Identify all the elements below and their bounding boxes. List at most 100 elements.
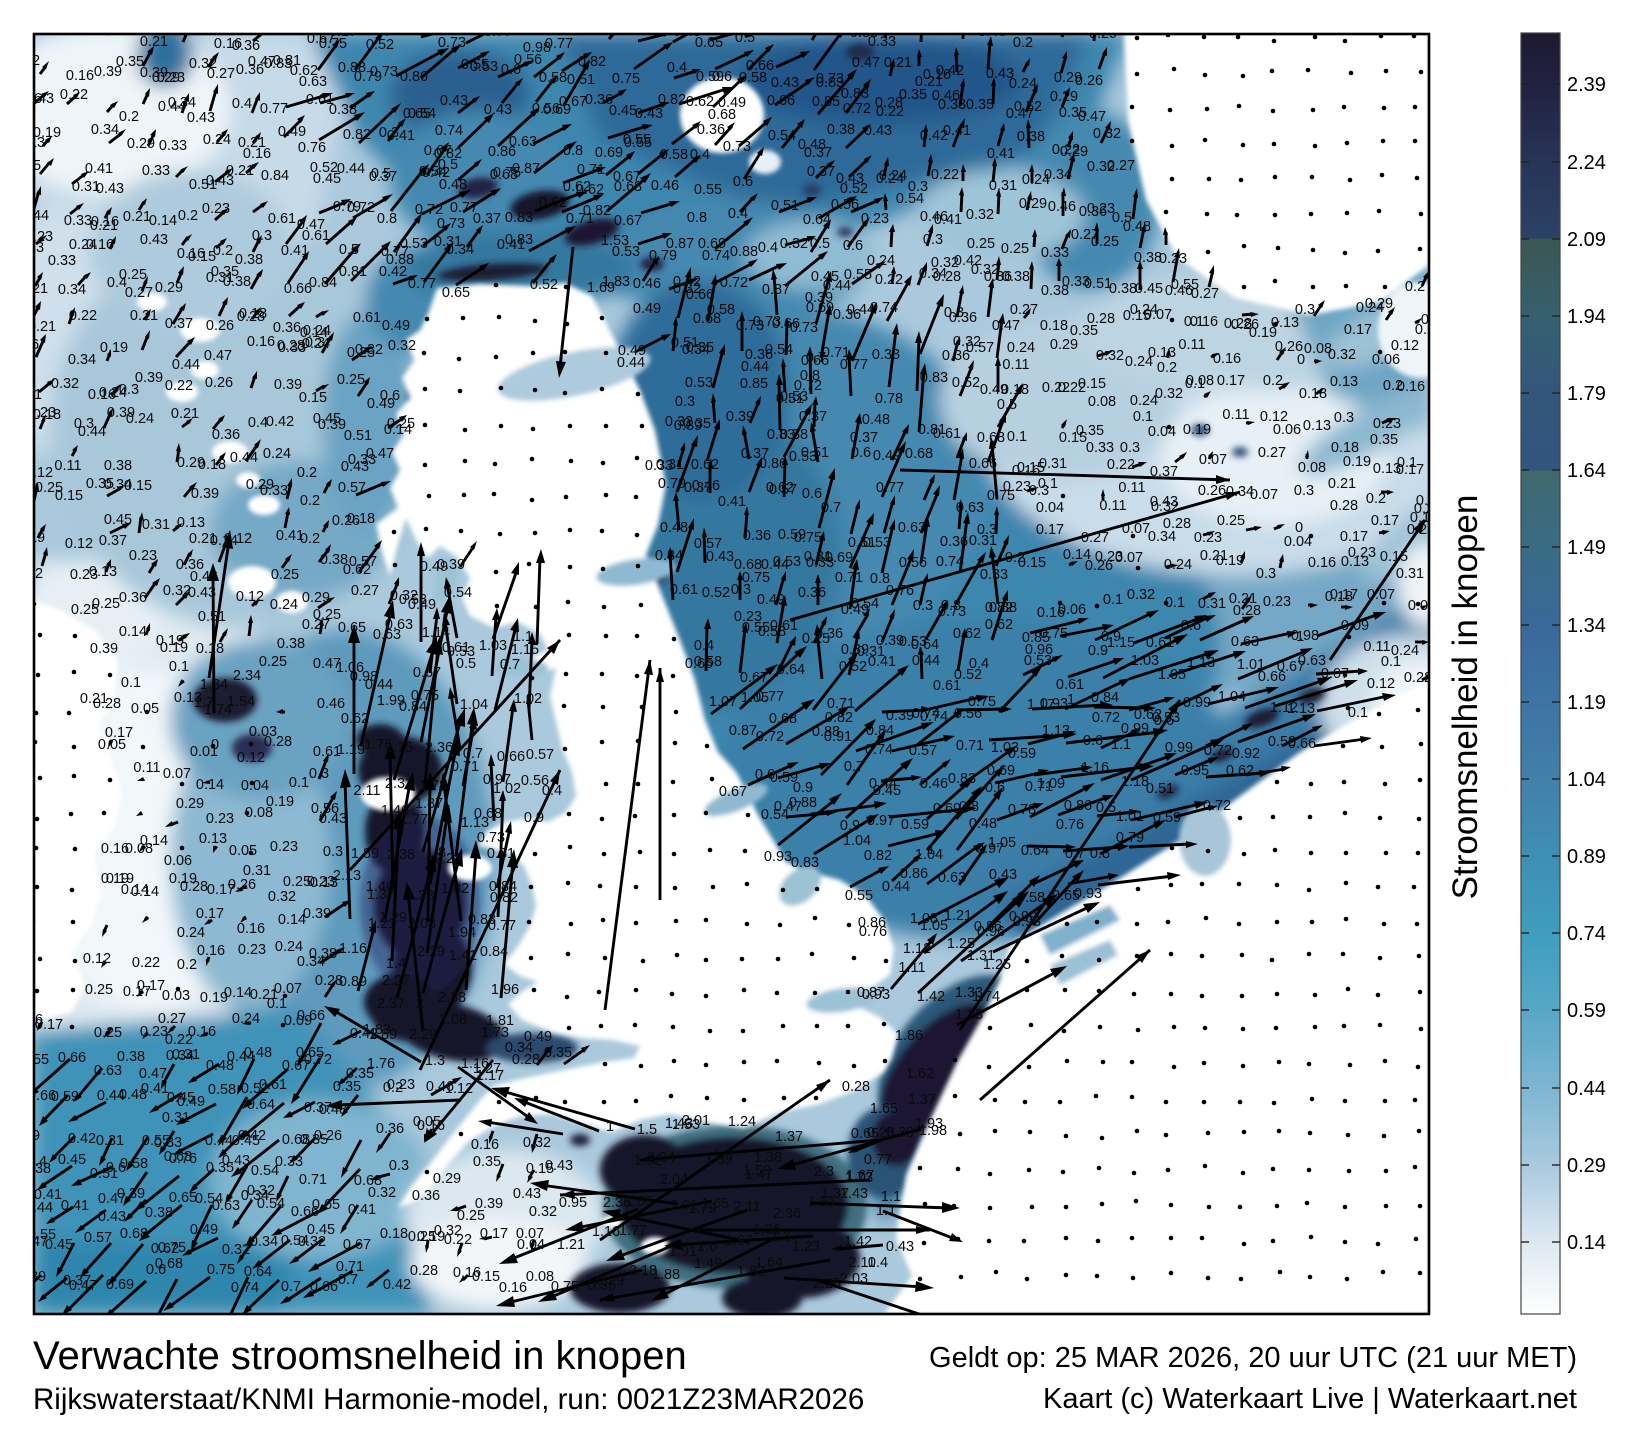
- svg-text:1.74: 1.74: [972, 989, 1000, 1005]
- svg-text:0.43: 0.43: [187, 110, 215, 126]
- svg-text:0.88: 0.88: [386, 252, 414, 268]
- svg-text:0.3: 0.3: [74, 416, 94, 432]
- svg-text:0.34: 0.34: [68, 352, 96, 368]
- svg-text:1.43: 1.43: [840, 1186, 868, 1202]
- svg-text:0.97: 0.97: [483, 772, 511, 788]
- svg-text:0.53: 0.53: [685, 375, 713, 391]
- svg-text:1.12: 1.12: [1270, 700, 1298, 716]
- svg-text:0.71: 0.71: [827, 696, 855, 712]
- svg-text:1.59: 1.59: [743, 1163, 771, 1179]
- svg-text:0.14: 0.14: [384, 422, 412, 438]
- svg-text:0.72: 0.72: [720, 275, 748, 291]
- svg-text:0.44: 0.44: [205, 1133, 233, 1149]
- svg-text:0.1: 0.1: [121, 675, 141, 691]
- svg-text:0.25: 0.25: [1001, 241, 1029, 257]
- svg-text:0.44: 0.44: [761, 557, 789, 573]
- svg-text:0.84: 0.84: [309, 275, 337, 291]
- svg-text:0.28: 0.28: [264, 734, 292, 750]
- svg-text:0.23: 0.23: [1373, 416, 1401, 432]
- svg-text:0.9: 0.9: [840, 818, 860, 834]
- svg-text:0.39: 0.39: [191, 486, 219, 502]
- svg-text:0.37: 0.37: [1150, 464, 1178, 480]
- svg-text:0.18: 0.18: [1001, 382, 1029, 398]
- svg-text:0.57: 0.57: [526, 747, 554, 763]
- svg-text:0.43: 0.43: [206, 173, 234, 189]
- svg-text:0.75: 0.75: [742, 570, 770, 586]
- svg-text:0.23: 0.23: [1095, 549, 1123, 565]
- svg-text:1.15: 1.15: [1107, 635, 1135, 651]
- svg-text:2.04: 2.04: [660, 1172, 688, 1188]
- svg-text:0.36: 0.36: [588, 1278, 616, 1294]
- svg-text:0.47: 0.47: [313, 656, 341, 672]
- svg-text:0.23: 0.23: [1407, 522, 1435, 538]
- svg-text:0.3: 0.3: [1294, 483, 1314, 499]
- svg-text:0.86: 0.86: [858, 915, 886, 931]
- svg-text:0.43: 0.43: [26, 91, 54, 107]
- svg-text:0: 0: [211, 737, 219, 753]
- svg-text:0.16: 0.16: [1037, 605, 1065, 621]
- svg-text:2.27: 2.27: [382, 973, 410, 989]
- svg-text:0.8: 0.8: [870, 571, 890, 587]
- svg-text:0.24: 0.24: [1009, 76, 1037, 92]
- svg-text:0.77: 0.77: [381, 244, 409, 260]
- svg-text:0.19: 0.19: [33, 125, 61, 141]
- svg-text:0.66: 0.66: [1258, 669, 1286, 685]
- svg-text:2.34: 2.34: [233, 668, 261, 684]
- svg-text:0.56: 0.56: [521, 773, 549, 789]
- svg-text:0.68: 0.68: [155, 1256, 183, 1272]
- svg-text:0.8: 0.8: [941, 598, 961, 614]
- svg-text:0.51: 0.51: [771, 198, 799, 214]
- svg-text:0.49: 0.49: [757, 592, 785, 608]
- svg-text:0.17: 0.17: [137, 978, 165, 994]
- svg-text:0.38: 0.38: [1134, 250, 1162, 266]
- svg-text:0.7: 0.7: [1065, 846, 1085, 862]
- svg-text:0.42: 0.42: [954, 253, 982, 269]
- svg-text:0.52: 0.52: [241, 1081, 269, 1097]
- svg-text:0.55: 0.55: [28, 1227, 56, 1243]
- svg-text:0.67: 0.67: [282, 1058, 310, 1074]
- svg-text:0.85: 0.85: [1022, 630, 1050, 646]
- svg-text:2.36: 2.36: [603, 1195, 631, 1211]
- svg-text:0.26: 0.26: [314, 1128, 342, 1144]
- svg-text:0.66: 0.66: [291, 1204, 319, 1220]
- svg-text:0.95: 0.95: [1181, 763, 1209, 779]
- svg-text:0.24: 0.24: [1007, 340, 1035, 356]
- svg-text:0.83: 0.83: [791, 855, 819, 871]
- svg-text:0.47: 0.47: [69, 1278, 97, 1294]
- svg-text:0.33: 0.33: [868, 34, 896, 50]
- svg-text:0.15: 0.15: [124, 478, 152, 494]
- svg-text:0.1: 0.1: [1184, 314, 1204, 330]
- svg-text:0.49: 0.49: [382, 318, 410, 334]
- svg-text:0.45: 0.45: [167, 1090, 195, 1106]
- svg-text:0.11: 0.11: [1002, 357, 1029, 373]
- svg-text:0.32: 0.32: [1087, 159, 1115, 175]
- svg-text:0.48: 0.48: [244, 1045, 272, 1061]
- svg-text:0.52: 0.52: [954, 667, 982, 683]
- svg-text:0: 0: [1297, 352, 1305, 368]
- svg-text:0.14: 0.14: [210, 533, 238, 549]
- svg-text:0.24: 0.24: [867, 253, 895, 269]
- svg-text:0.08: 0.08: [245, 805, 273, 821]
- svg-text:1.8: 1.8: [426, 845, 446, 861]
- svg-text:0.17: 0.17: [480, 1226, 508, 1242]
- svg-text:0.66: 0.66: [767, 93, 795, 109]
- svg-text:0.27: 0.27: [158, 1011, 186, 1027]
- svg-text:0.44: 0.44: [869, 776, 897, 792]
- svg-text:0.12: 0.12: [1367, 676, 1395, 692]
- svg-text:0.56: 0.56: [899, 555, 927, 571]
- svg-text:0.51: 0.51: [198, 609, 226, 625]
- svg-text:0.81: 0.81: [487, 846, 515, 862]
- svg-text:0.47: 0.47: [366, 446, 394, 462]
- svg-text:1.02: 1.02: [514, 691, 542, 707]
- svg-text:0.36: 0.36: [940, 534, 968, 550]
- svg-text:2.03: 2.03: [840, 1271, 868, 1287]
- svg-text:0.43: 0.43: [96, 181, 124, 197]
- svg-text:1.7: 1.7: [194, 695, 214, 711]
- svg-text:0.61: 0.61: [933, 426, 961, 442]
- svg-text:1.12: 1.12: [903, 941, 931, 957]
- svg-text:0.69: 0.69: [543, 102, 571, 118]
- svg-text:0.32: 0.32: [665, 414, 693, 430]
- svg-text:0.31: 0.31: [162, 1110, 190, 1126]
- svg-text:0.98: 0.98: [523, 40, 551, 56]
- svg-text:0.2: 0.2: [20, 53, 40, 69]
